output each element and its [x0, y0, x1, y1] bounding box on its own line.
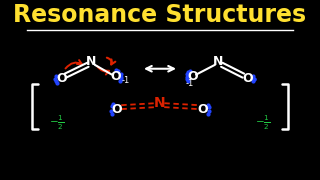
Text: O: O — [187, 70, 198, 83]
Text: $-\frac{1}{2}$: $-\frac{1}{2}$ — [49, 114, 65, 132]
Text: Resonance Structures: Resonance Structures — [13, 3, 307, 27]
Text: O: O — [198, 103, 208, 116]
Text: O: O — [56, 72, 67, 85]
Text: N: N — [213, 55, 224, 68]
Text: O: O — [112, 103, 122, 116]
Text: -1: -1 — [186, 79, 194, 88]
Text: $-\frac{1}{2}$: $-\frac{1}{2}$ — [255, 114, 271, 132]
Text: N: N — [154, 96, 166, 110]
Text: O: O — [242, 72, 253, 85]
Text: N: N — [86, 55, 96, 68]
Text: -1: -1 — [121, 76, 130, 85]
Text: O: O — [110, 70, 121, 83]
